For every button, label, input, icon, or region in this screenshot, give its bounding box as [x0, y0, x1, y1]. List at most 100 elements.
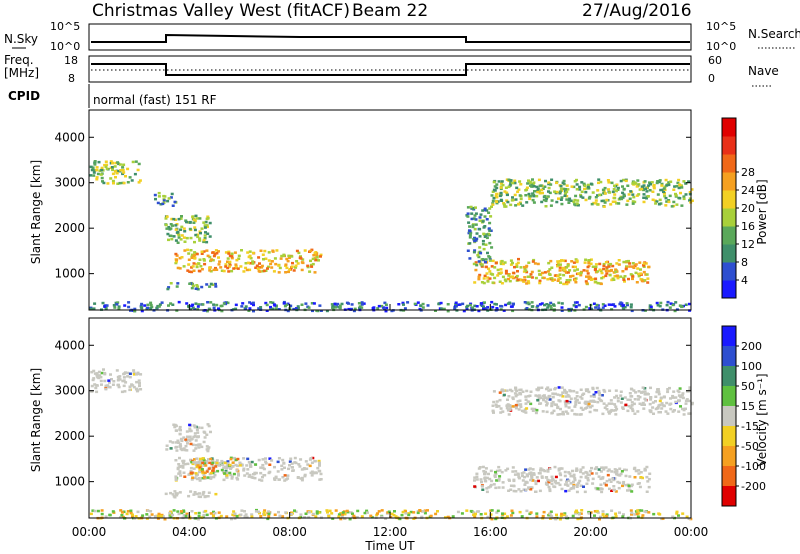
power-echo-cell [562, 182, 566, 186]
velocity-echo-cell [687, 412, 691, 415]
power-echo-cell [372, 306, 376, 309]
velocity-echo-cell [487, 486, 491, 489]
velocity-echo-cell [231, 461, 235, 464]
velocity-echo-cell [245, 515, 249, 519]
velocity-echo-cell [657, 512, 661, 515]
velocity-echo-cell [677, 410, 681, 413]
velocity-echo-cell [538, 402, 541, 405]
velocity-echo-cell [168, 440, 172, 443]
velocity-echo-cell [493, 475, 497, 479]
power-echo-cell [509, 203, 513, 207]
velocity-echo-cell [90, 390, 94, 393]
velocity-echo-cell [487, 472, 490, 476]
velocity-echo-cell [522, 488, 526, 491]
velocity-echo-cell [590, 404, 594, 408]
velocity-echo-cell [495, 511, 499, 514]
velocity-echo-cell [619, 472, 623, 476]
velocity-echo-cell [128, 375, 132, 379]
power-echo-cell [542, 198, 546, 202]
power-echo-cell [563, 269, 567, 273]
velocity-echo-cell [601, 510, 605, 513]
power-echo-cell [552, 303, 555, 306]
velocity-echo-cell [257, 510, 260, 514]
power-echo-cell [251, 251, 255, 255]
power-echo-cell [194, 287, 198, 290]
power-echo-cell [551, 279, 555, 282]
power-echo-cell [532, 201, 536, 204]
power-echo-cell [193, 257, 197, 260]
velocity-echo-cell [341, 513, 345, 516]
velocity-echo-cell [479, 478, 483, 481]
velocity-echo-cell [674, 400, 678, 404]
velocity-echo-cell [579, 406, 583, 410]
velocity-echo-cell [588, 410, 592, 414]
power-echo-cell [622, 188, 626, 191]
velocity-echo-cell [299, 458, 303, 461]
velocity-echo-cell [165, 448, 169, 451]
power-echo-cell [619, 179, 623, 183]
velocity-echo-cell [232, 472, 236, 476]
power-echo-cell [544, 199, 548, 203]
power-echo-cell [196, 288, 200, 291]
power-echo-cell [462, 309, 466, 313]
velocity-echo-cell [334, 509, 338, 512]
power-echo-cell [315, 309, 319, 312]
power-echo-cell [574, 305, 578, 309]
power-echo-cell [117, 307, 121, 310]
velocity-echo-layer [89, 368, 694, 521]
power-echo-cell [274, 307, 278, 310]
power-echo-cell [675, 203, 679, 206]
power-echo-cell [555, 190, 559, 194]
velocity-echo-cell [312, 471, 315, 475]
velocity-echo-cell [145, 513, 149, 516]
velocity-echo-cell [178, 445, 182, 448]
power-echo-cell [267, 259, 271, 262]
power-echo-cell [483, 301, 486, 304]
velocity-echo-cell [684, 399, 688, 403]
power-echo-cell [486, 251, 489, 255]
velocity-echo-cell [173, 425, 177, 429]
velocity-echo-cell [192, 449, 196, 452]
power-echo-cell [617, 263, 621, 266]
power-echo-cell [180, 215, 183, 218]
velocity-echo-cell [633, 513, 637, 516]
power-echo-cell [212, 254, 216, 258]
velocity-echo-cell [263, 513, 267, 517]
velocity-echo-cell [184, 514, 188, 518]
power-echo-cell [635, 185, 639, 188]
velocity-echo-cell [532, 473, 536, 476]
power-echo-cell [561, 187, 565, 191]
power-echo-cell [615, 183, 619, 186]
power-echo-cell [561, 181, 565, 184]
power-echo-cell [330, 303, 334, 306]
power-echo-cell [156, 201, 160, 205]
power-echo-cell [310, 302, 314, 305]
velocity-echo-cell [183, 462, 187, 466]
velocity-echo-cell [615, 472, 619, 476]
power-echo-cell [482, 277, 486, 280]
velocity-echo-cell [545, 410, 549, 414]
power-echo-cell [176, 266, 180, 270]
power-echo-cell [606, 179, 610, 182]
power-echo-cell [192, 269, 196, 272]
power-echo-cell [562, 179, 566, 183]
velocity-echo-cell [327, 514, 331, 518]
power-echo-cell [154, 197, 157, 201]
velocity-echo-cell [566, 412, 570, 415]
power-echo-cell [475, 237, 479, 241]
power-echo-cell [652, 184, 656, 187]
velocity-echo-cell [522, 471, 526, 474]
velocity-echo-cell [535, 512, 539, 515]
velocity-echo-cell [508, 388, 512, 392]
velocity-echo-cell [519, 405, 523, 409]
power-echo-cell [214, 282, 217, 286]
velocity-echo-cell [550, 402, 554, 405]
power-echo-cell [146, 303, 150, 307]
power-echo-cell [214, 266, 217, 270]
velocity-echo-cell [290, 462, 294, 465]
velocity-echo-cell [546, 468, 550, 472]
power-echo-cell [205, 249, 209, 252]
power-echo-cell [286, 259, 290, 263]
power-echo-cell [294, 266, 297, 269]
velocity-echo-cell [307, 511, 311, 514]
